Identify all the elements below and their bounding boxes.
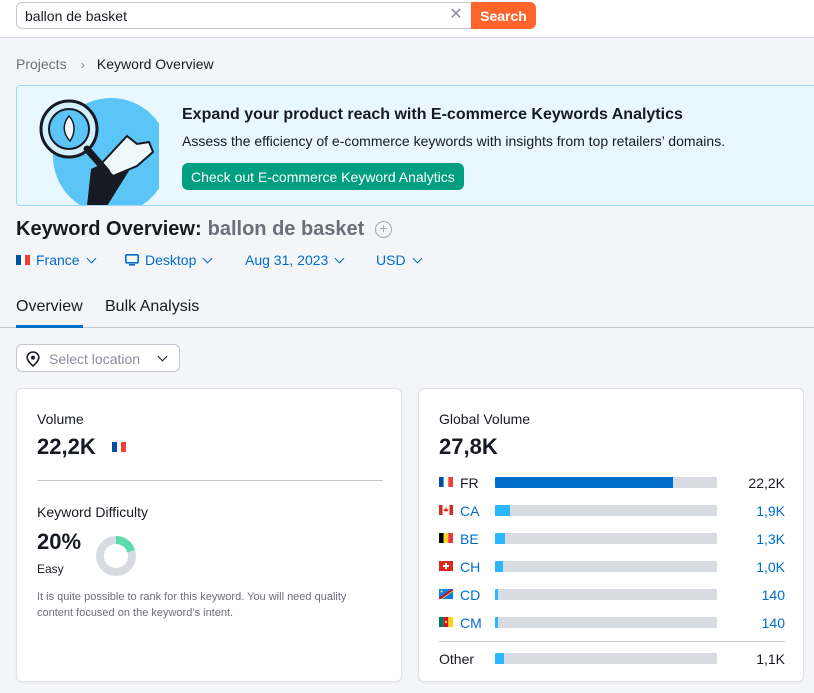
chevron-down-icon: [412, 253, 423, 263]
global-volume-row-cd: CD 140: [439, 587, 785, 603]
global-volume-bar-track: [495, 533, 717, 544]
global-volume-bar-track: [495, 653, 717, 664]
country-code[interactable]: CH: [460, 559, 481, 575]
ecommerce-analytics-button[interactable]: Check out E-commerce Keyword Analytics: [182, 163, 464, 190]
currency-filter-label: USD: [376, 252, 406, 268]
country-filter-label: France: [36, 252, 80, 268]
chevron-down-icon: [157, 351, 168, 362]
country-volume[interactable]: 140: [761, 587, 785, 603]
global-volume-bar-track: [495, 561, 717, 572]
promo-banner: Expand your product reach with E-commerc…: [16, 85, 814, 206]
global-volume-row-ca: CA 1,9K: [439, 503, 785, 519]
global-volume-bar: [495, 477, 673, 488]
search-button[interactable]: Search: [471, 2, 536, 29]
global-volume-card: Global Volume 27,8K FR 22,2K CA 1,9K BE 1,3K C…: [418, 388, 804, 682]
flag-ca-icon: [439, 505, 453, 515]
location-select[interactable]: Select location: [16, 344, 180, 372]
difficulty-label: Keyword Difficulty: [37, 504, 149, 520]
global-volume-other-label: Other: [439, 651, 475, 667]
breadcrumb: Projects › Keyword Overview: [16, 55, 214, 73]
clear-icon[interactable]: ✕: [449, 6, 463, 23]
difficulty-hint: It is quite possible to rank for this ke…: [37, 591, 347, 619]
country-code: FR: [460, 475, 479, 491]
country-volume[interactable]: 1,3K: [756, 531, 785, 547]
desktop-icon: [125, 254, 139, 266]
breadcrumb-projects-link[interactable]: Projects: [16, 56, 67, 72]
difficulty-donut-chart: [96, 536, 136, 576]
banner-title: Expand your product reach with E-commerc…: [182, 106, 683, 123]
global-volume-row-cm: CM 140: [439, 615, 785, 631]
difficulty-level: Easy: [37, 562, 64, 576]
global-volume-bar: [495, 505, 511, 516]
tabs: Overview Bulk Analysis: [0, 295, 814, 328]
device-filter-label: Desktop: [145, 252, 197, 268]
global-volume-row-fr: FR 22,2K: [439, 475, 785, 491]
flag-france-icon: [16, 255, 31, 265]
global-volume-row-ch: CH 1,0K: [439, 559, 785, 575]
banner-text: Assess the efficiency of e-commerce keyw…: [182, 133, 726, 149]
tab-bulk-analysis[interactable]: Bulk Analysis: [105, 298, 200, 315]
difficulty-value: 20%: [37, 529, 82, 554]
device-filter[interactable]: Desktop: [125, 252, 213, 268]
magnifier-hand-illustration-icon: [39, 98, 159, 205]
flag-be-icon: [439, 533, 453, 543]
chevron-right-icon: ›: [80, 56, 85, 72]
add-keyword-icon[interactable]: +: [375, 221, 392, 238]
global-volume-row-other: Other 1,1K: [439, 651, 785, 667]
flag-fr-icon: [439, 477, 453, 487]
breadcrumb-current: Keyword Overview: [96, 56, 214, 72]
global-volume-other-value: 1,1K: [756, 651, 785, 667]
global-volume-row-be: BE 1,3K: [439, 531, 785, 547]
country-code[interactable]: CD: [460, 587, 481, 603]
country-code[interactable]: CM: [460, 615, 482, 631]
global-volume-bar: [495, 533, 506, 544]
global-volume-bar: [495, 561, 503, 572]
top-search-bar: ✕ Search: [0, 0, 814, 38]
flag-france-icon: [112, 442, 127, 452]
country-code[interactable]: BE: [460, 531, 479, 547]
volume-label: Volume: [37, 411, 84, 427]
currency-filter[interactable]: USD: [376, 252, 423, 268]
location-pin-icon: [26, 351, 40, 367]
search-input[interactable]: [25, 3, 445, 28]
divider: [37, 480, 383, 481]
page-title: Keyword Overview: ballon de basket: [16, 218, 364, 241]
global-volume-value: 27,8K: [439, 434, 498, 459]
date-filter[interactable]: Aug 31, 2023: [245, 252, 345, 268]
search-box: ✕: [16, 2, 472, 29]
global-volume-bar: [495, 617, 498, 628]
chevron-down-icon: [202, 253, 213, 263]
global-volume-bar-track: [495, 477, 717, 488]
chevron-down-icon: [334, 253, 345, 263]
country-volume[interactable]: 1,0K: [756, 559, 785, 575]
country-volume[interactable]: 140: [761, 615, 785, 631]
global-volume-bar: [495, 653, 504, 664]
global-volume-bar: [495, 589, 498, 600]
global-volume-bar-track: [495, 617, 717, 628]
country-volume[interactable]: 1,9K: [756, 503, 785, 519]
volume-value: 22,2K: [37, 434, 96, 459]
global-volume-label: Global Volume: [439, 411, 531, 427]
flag-cm-icon: [439, 617, 453, 627]
divider: [439, 641, 785, 642]
global-volume-bar-track: [495, 589, 717, 600]
flag-cd-icon: [439, 589, 453, 599]
keyword-title: ballon de basket: [207, 218, 365, 240]
global-volume-bar-track: [495, 505, 717, 516]
country-code[interactable]: CA: [460, 503, 480, 519]
page-title-label: Keyword Overview:: [16, 218, 202, 240]
location-placeholder: Select location: [49, 351, 141, 367]
chevron-down-icon: [86, 253, 97, 263]
volume-difficulty-card: Volume 22,2K Keyword Difficulty 20% Easy…: [16, 388, 402, 682]
tab-overview[interactable]: Overview: [16, 298, 83, 328]
date-filter-label: Aug 31, 2023: [245, 252, 329, 268]
flag-ch-icon: [439, 561, 453, 571]
country-filter[interactable]: France: [16, 252, 97, 268]
country-volume: 22,2K: [748, 475, 785, 491]
